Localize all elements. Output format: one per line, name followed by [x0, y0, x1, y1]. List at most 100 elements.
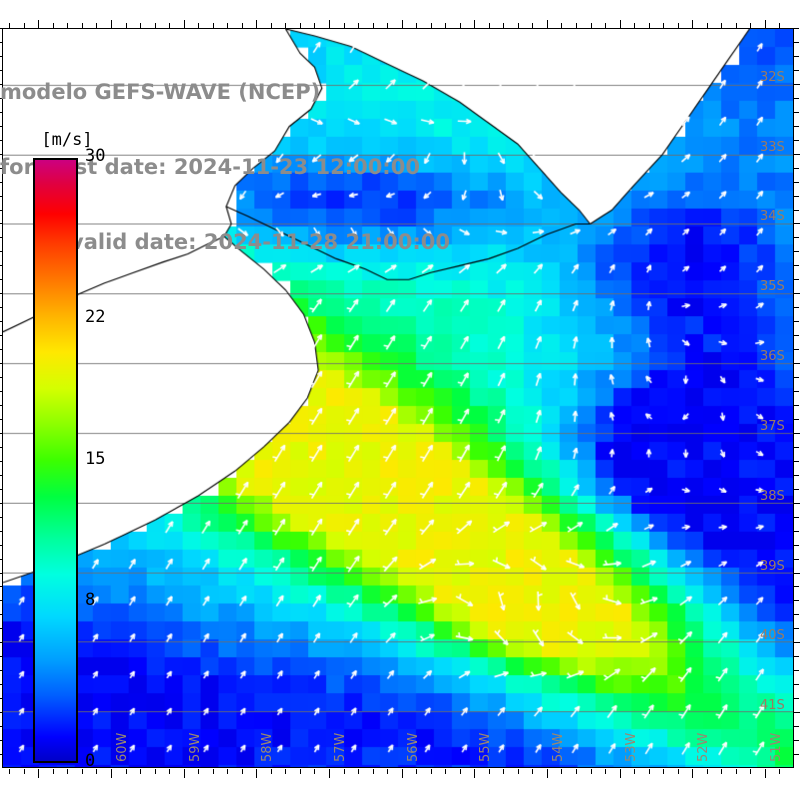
- tick: [0, 628, 2, 630]
- tick: [387, 769, 389, 774]
- tick: [0, 670, 2, 672]
- tick: [328, 769, 330, 778]
- tick: [706, 23, 708, 28]
- tick: [0, 111, 2, 113]
- tick: [0, 349, 2, 351]
- tick: [735, 23, 737, 28]
- tick: [794, 223, 800, 225]
- tick: [38, 769, 40, 778]
- tick: [0, 642, 2, 644]
- tick: [445, 769, 447, 774]
- tick: [794, 642, 800, 644]
- tick: [794, 628, 799, 630]
- tick: [256, 20, 258, 28]
- tick: [198, 769, 200, 774]
- tick: [794, 293, 800, 295]
- tick: [794, 363, 800, 365]
- tick: [0, 139, 2, 141]
- tick: [372, 23, 374, 28]
- tick: [794, 558, 799, 560]
- tick: [634, 23, 636, 28]
- tick: [0, 377, 2, 379]
- tick: [503, 769, 505, 774]
- map-plot-area[interactable]: [2, 28, 794, 768]
- tick: [0, 307, 2, 309]
- tick: [634, 769, 636, 774]
- tick: [605, 769, 607, 774]
- tick: [794, 139, 799, 141]
- tick: [503, 23, 505, 28]
- tick: [794, 41, 799, 43]
- tick: [52, 769, 54, 774]
- tick: [0, 363, 2, 365]
- tick: [794, 167, 799, 169]
- tick: [140, 769, 142, 774]
- tick: [169, 769, 171, 774]
- tick: [0, 516, 2, 518]
- colorbar-tick-30: 30: [85, 146, 106, 166]
- tick: [794, 28, 799, 29]
- tick: [38, 20, 40, 28]
- tick: [794, 209, 799, 211]
- tick: [794, 69, 799, 71]
- tick: [154, 769, 156, 774]
- colorbar-tick-15: 15: [85, 448, 106, 469]
- tick: [358, 23, 360, 28]
- tick: [96, 23, 98, 28]
- tick: [794, 237, 799, 239]
- tick: [0, 237, 2, 239]
- tick: [794, 279, 799, 281]
- tick: [0, 265, 2, 267]
- tick: [416, 769, 418, 774]
- tick: [692, 769, 694, 778]
- tick: [67, 769, 69, 774]
- tick: [517, 23, 519, 28]
- tick: [285, 23, 287, 28]
- tick: [0, 195, 2, 197]
- tick: [270, 769, 272, 774]
- tick: [794, 97, 799, 99]
- tick: [9, 23, 11, 28]
- tick: [358, 769, 360, 774]
- tick: [750, 23, 752, 28]
- tick: [0, 251, 2, 253]
- tick: [794, 474, 799, 476]
- tick: [488, 23, 490, 28]
- tick: [794, 544, 799, 546]
- tick: [794, 488, 799, 490]
- tick: [779, 769, 781, 774]
- tick: [0, 698, 2, 700]
- tick: [0, 167, 2, 169]
- tick: [227, 769, 229, 774]
- tick: [110, 769, 112, 778]
- tick: [140, 23, 142, 28]
- tick: [706, 769, 708, 774]
- tick: [794, 377, 799, 379]
- tick: [372, 769, 374, 774]
- tick: [663, 23, 665, 28]
- tick: [677, 23, 679, 28]
- tick: [328, 20, 330, 28]
- tick: [794, 712, 800, 714]
- tick: [794, 600, 799, 602]
- tick: [0, 460, 2, 462]
- tick: [605, 23, 607, 28]
- tick: [459, 769, 461, 774]
- tick: [125, 23, 127, 28]
- tick: [794, 726, 799, 728]
- top-tick-ruler: [2, 20, 794, 28]
- tick: [0, 223, 2, 225]
- tick: [125, 769, 127, 774]
- tick: [0, 726, 2, 728]
- tick: [198, 23, 200, 28]
- tick: [794, 502, 800, 504]
- tick: [0, 740, 2, 742]
- tick: [619, 20, 621, 28]
- tick: [23, 23, 25, 28]
- tick: [401, 769, 403, 778]
- colorbar-unit-label: [m/s]: [41, 130, 93, 150]
- tick: [590, 23, 592, 28]
- tick: [794, 125, 799, 127]
- tick: [110, 20, 112, 28]
- tick: [532, 769, 534, 774]
